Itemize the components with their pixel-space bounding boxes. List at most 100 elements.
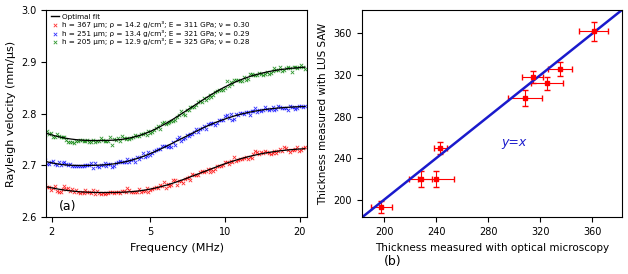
h = 367 μm; ρ = 14.2 g/cm³; E = 311 GPa; ν = 0.30 bbox=[166, 183, 176, 187]
h = 205 μm; ρ = 12.9 g/cm³; E = 325 GPa; ν = 0.28 bbox=[54, 134, 64, 138]
h = 367 μm; ρ = 14.2 g/cm³; E = 311 GPa; ν = 0.30 bbox=[180, 177, 190, 181]
h = 205 μm; ρ = 12.9 g/cm³; E = 325 GPa; ν = 0.28 bbox=[157, 121, 167, 126]
h = 367 μm; ρ = 14.2 g/cm³; E = 311 GPa; ν = 0.30 bbox=[21, 179, 31, 184]
h = 251 μm; ρ = 13.4 g/cm³; E = 321 GPa; ν = 0.29 bbox=[90, 161, 100, 165]
h = 251 μm; ρ = 13.4 g/cm³; E = 321 GPa; ν = 0.29 bbox=[19, 152, 30, 156]
h = 367 μm; ρ = 14.2 g/cm³; E = 311 GPa; ν = 0.30 bbox=[254, 152, 264, 156]
h = 205 μm; ρ = 12.9 g/cm³; E = 325 GPa; ν = 0.28 bbox=[35, 130, 45, 134]
h = 205 μm; ρ = 12.9 g/cm³; E = 325 GPa; ν = 0.28 bbox=[62, 138, 72, 142]
h = 205 μm; ρ = 12.9 g/cm³; E = 325 GPa; ν = 0.28 bbox=[50, 135, 60, 140]
h = 251 μm; ρ = 13.4 g/cm³; E = 321 GPa; ν = 0.29 bbox=[249, 109, 259, 113]
h = 251 μm; ρ = 13.4 g/cm³; E = 321 GPa; ν = 0.29 bbox=[224, 116, 234, 120]
h = 367 μm; ρ = 14.2 g/cm³; E = 311 GPa; ν = 0.30 bbox=[229, 155, 239, 159]
h = 251 μm; ρ = 13.4 g/cm³; E = 321 GPa; ν = 0.29 bbox=[16, 147, 26, 151]
h = 251 μm; ρ = 13.4 g/cm³; E = 321 GPa; ν = 0.29 bbox=[113, 160, 123, 164]
h = 367 μm; ρ = 14.2 g/cm³; E = 311 GPa; ν = 0.30 bbox=[124, 188, 134, 193]
h = 205 μm; ρ = 12.9 g/cm³; E = 325 GPa; ν = 0.28 bbox=[65, 139, 75, 144]
h = 251 μm; ρ = 13.4 g/cm³; E = 321 GPa; ν = 0.29 bbox=[193, 130, 203, 134]
h = 205 μm; ρ = 12.9 g/cm³; E = 325 GPa; ν = 0.28 bbox=[290, 65, 300, 69]
h = 251 μm; ρ = 13.4 g/cm³; E = 321 GPa; ν = 0.29 bbox=[170, 142, 180, 147]
h = 205 μm; ρ = 12.9 g/cm³; E = 325 GPa; ν = 0.28 bbox=[176, 109, 186, 113]
h = 205 μm; ρ = 12.9 g/cm³; E = 325 GPa; ν = 0.28 bbox=[122, 136, 133, 140]
h = 367 μm; ρ = 14.2 g/cm³; E = 311 GPa; ν = 0.30 bbox=[90, 192, 100, 196]
h = 367 μm; ρ = 14.2 g/cm³; E = 311 GPa; ν = 0.30 bbox=[126, 190, 136, 194]
h = 367 μm; ρ = 14.2 g/cm³; E = 311 GPa; ν = 0.30 bbox=[73, 190, 83, 194]
h = 205 μm; ρ = 12.9 g/cm³; E = 325 GPa; ν = 0.28 bbox=[275, 64, 285, 69]
h = 367 μm; ρ = 14.2 g/cm³; E = 311 GPa; ν = 0.30 bbox=[115, 191, 125, 195]
h = 205 μm; ρ = 12.9 g/cm³; E = 325 GPa; ν = 0.28 bbox=[298, 65, 308, 70]
Y-axis label: Rayleigh velocity (mm/μs): Rayleigh velocity (mm/μs) bbox=[6, 41, 16, 187]
h = 205 μm; ρ = 12.9 g/cm³; E = 325 GPa; ν = 0.28 bbox=[201, 98, 211, 102]
h = 367 μm; ρ = 14.2 g/cm³; E = 311 GPa; ν = 0.30 bbox=[275, 147, 285, 151]
h = 367 μm; ρ = 14.2 g/cm³; E = 311 GPa; ν = 0.30 bbox=[122, 186, 133, 190]
h = 367 μm; ρ = 14.2 g/cm³; E = 311 GPa; ν = 0.30 bbox=[31, 182, 41, 186]
h = 205 μm; ρ = 12.9 g/cm³; E = 325 GPa; ν = 0.28 bbox=[166, 119, 176, 123]
h = 367 μm; ρ = 14.2 g/cm³; E = 311 GPa; ν = 0.30 bbox=[46, 187, 56, 192]
h = 205 μm; ρ = 12.9 g/cm³; E = 325 GPa; ν = 0.28 bbox=[203, 95, 213, 100]
h = 251 μm; ρ = 13.4 g/cm³; E = 321 GPa; ν = 0.29 bbox=[225, 112, 236, 116]
h = 367 μm; ρ = 14.2 g/cm³; E = 311 GPa; ν = 0.30 bbox=[212, 164, 222, 168]
h = 205 μm; ρ = 12.9 g/cm³; E = 325 GPa; ν = 0.28 bbox=[225, 80, 236, 84]
h = 367 μm; ρ = 14.2 g/cm³; E = 311 GPa; ν = 0.30 bbox=[216, 164, 226, 168]
h = 205 μm; ρ = 12.9 g/cm³; E = 325 GPa; ν = 0.28 bbox=[113, 136, 123, 141]
h = 205 μm; ρ = 12.9 g/cm³; E = 325 GPa; ν = 0.28 bbox=[268, 68, 278, 73]
h = 367 μm; ρ = 14.2 g/cm³; E = 311 GPa; ν = 0.30 bbox=[187, 172, 197, 177]
h = 367 μm; ρ = 14.2 g/cm³; E = 311 GPa; ν = 0.30 bbox=[189, 173, 199, 177]
h = 367 μm; ρ = 14.2 g/cm³; E = 311 GPa; ν = 0.30 bbox=[207, 166, 217, 171]
h = 205 μm; ρ = 12.9 g/cm³; E = 325 GPa; ν = 0.28 bbox=[16, 120, 26, 124]
h = 367 μm; ρ = 14.2 g/cm³; E = 311 GPa; ν = 0.30 bbox=[19, 181, 30, 186]
h = 367 μm; ρ = 14.2 g/cm³; E = 311 GPa; ν = 0.30 bbox=[80, 188, 90, 192]
h = 367 μm; ρ = 14.2 g/cm³; E = 311 GPa; ν = 0.30 bbox=[42, 184, 52, 189]
h = 205 μm; ρ = 12.9 g/cm³; E = 325 GPa; ν = 0.28 bbox=[31, 129, 41, 133]
h = 251 μm; ρ = 13.4 g/cm³; E = 321 GPa; ν = 0.29 bbox=[126, 158, 136, 163]
h = 205 μm; ρ = 12.9 g/cm³; E = 325 GPa; ν = 0.28 bbox=[121, 137, 131, 141]
h = 251 μm; ρ = 13.4 g/cm³; E = 321 GPa; ν = 0.29 bbox=[130, 159, 140, 164]
h = 367 μm; ρ = 14.2 g/cm³; E = 311 GPa; ν = 0.30 bbox=[33, 183, 43, 187]
h = 205 μm; ρ = 12.9 g/cm³; E = 325 GPa; ν = 0.28 bbox=[258, 73, 268, 78]
h = 205 μm; ρ = 12.9 g/cm³; E = 325 GPa; ν = 0.28 bbox=[286, 70, 296, 75]
h = 367 μm; ρ = 14.2 g/cm³; E = 311 GPa; ν = 0.30 bbox=[38, 185, 48, 190]
h = 205 μm; ρ = 12.9 g/cm³; E = 325 GPa; ν = 0.28 bbox=[197, 100, 207, 104]
h = 205 μm; ρ = 12.9 g/cm³; E = 325 GPa; ν = 0.28 bbox=[97, 138, 107, 142]
h = 205 μm; ρ = 12.9 g/cm³; E = 325 GPa; ν = 0.28 bbox=[212, 89, 222, 93]
h = 205 μm; ρ = 12.9 g/cm³; E = 325 GPa; ν = 0.28 bbox=[296, 63, 306, 67]
h = 205 μm; ρ = 12.9 g/cm³; E = 325 GPa; ν = 0.28 bbox=[163, 121, 173, 125]
h = 251 μm; ρ = 13.4 g/cm³; E = 321 GPa; ν = 0.29 bbox=[95, 163, 106, 168]
h = 205 μm; ρ = 12.9 g/cm³; E = 325 GPa; ν = 0.28 bbox=[128, 135, 138, 140]
h = 251 μm; ρ = 13.4 g/cm³; E = 321 GPa; ν = 0.29 bbox=[244, 112, 254, 117]
h = 205 μm; ρ = 12.9 g/cm³; E = 325 GPa; ν = 0.28 bbox=[159, 120, 169, 124]
h = 205 μm; ρ = 12.9 g/cm³; E = 325 GPa; ν = 0.28 bbox=[170, 118, 180, 123]
h = 205 μm; ρ = 12.9 g/cm³; E = 325 GPa; ν = 0.28 bbox=[218, 87, 228, 92]
h = 251 μm; ρ = 13.4 g/cm³; E = 321 GPa; ν = 0.29 bbox=[159, 144, 169, 148]
h = 367 μm; ρ = 14.2 g/cm³; E = 311 GPa; ν = 0.30 bbox=[132, 190, 142, 194]
h = 367 μm; ρ = 14.2 g/cm³; E = 311 GPa; ν = 0.30 bbox=[277, 148, 287, 153]
h = 205 μm; ρ = 12.9 g/cm³; E = 325 GPa; ν = 0.28 bbox=[63, 140, 73, 144]
h = 367 μm; ρ = 14.2 g/cm³; E = 311 GPa; ν = 0.30 bbox=[181, 176, 192, 180]
h = 251 μm; ρ = 13.4 g/cm³; E = 321 GPa; ν = 0.29 bbox=[107, 164, 117, 169]
h = 205 μm; ρ = 12.9 g/cm³; E = 325 GPa; ν = 0.28 bbox=[151, 126, 161, 130]
h = 367 μm; ρ = 14.2 g/cm³; E = 311 GPa; ν = 0.30 bbox=[268, 151, 278, 155]
h = 251 μm; ρ = 13.4 g/cm³; E = 321 GPa; ν = 0.29 bbox=[271, 106, 281, 111]
h = 367 μm; ρ = 14.2 g/cm³; E = 311 GPa; ν = 0.30 bbox=[247, 156, 257, 160]
h = 367 μm; ρ = 14.2 g/cm³; E = 311 GPa; ν = 0.30 bbox=[170, 178, 180, 182]
h = 251 μm; ρ = 13.4 g/cm³; E = 321 GPa; ν = 0.29 bbox=[134, 157, 144, 161]
h = 251 μm; ρ = 13.4 g/cm³; E = 321 GPa; ν = 0.29 bbox=[262, 107, 272, 111]
h = 205 μm; ρ = 12.9 g/cm³; E = 325 GPa; ν = 0.28 bbox=[251, 73, 261, 78]
X-axis label: Frequency (MHz): Frequency (MHz) bbox=[129, 243, 224, 253]
h = 205 μm; ρ = 12.9 g/cm³; E = 325 GPa; ν = 0.28 bbox=[271, 68, 281, 72]
h = 367 μm; ρ = 14.2 g/cm³; E = 311 GPa; ν = 0.30 bbox=[56, 190, 66, 195]
h = 367 μm; ρ = 14.2 g/cm³; E = 311 GPa; ν = 0.30 bbox=[298, 146, 308, 150]
h = 367 μm; ρ = 14.2 g/cm³; E = 311 GPa; ν = 0.30 bbox=[48, 186, 58, 190]
h = 205 μm; ρ = 12.9 g/cm³; E = 325 GPa; ν = 0.28 bbox=[60, 135, 70, 139]
h = 367 μm; ρ = 14.2 g/cm³; E = 311 GPa; ν = 0.30 bbox=[176, 178, 186, 183]
h = 367 μm; ρ = 14.2 g/cm³; E = 311 GPa; ν = 0.30 bbox=[35, 182, 45, 187]
h = 367 μm; ρ = 14.2 g/cm³; E = 311 GPa; ν = 0.30 bbox=[29, 181, 39, 186]
h = 205 μm; ρ = 12.9 g/cm³; E = 325 GPa; ν = 0.28 bbox=[92, 139, 102, 144]
h = 251 μm; ρ = 13.4 g/cm³; E = 321 GPa; ν = 0.29 bbox=[283, 107, 293, 112]
h = 205 μm; ρ = 12.9 g/cm³; E = 325 GPa; ν = 0.28 bbox=[42, 129, 52, 134]
h = 205 μm; ρ = 12.9 g/cm³; E = 325 GPa; ν = 0.28 bbox=[84, 140, 94, 144]
h = 205 μm; ρ = 12.9 g/cm³; E = 325 GPa; ν = 0.28 bbox=[222, 79, 232, 84]
h = 367 μm; ρ = 14.2 g/cm³; E = 311 GPa; ν = 0.30 bbox=[102, 191, 112, 195]
h = 251 μm; ρ = 13.4 g/cm³; E = 321 GPa; ν = 0.29 bbox=[165, 144, 175, 148]
h = 205 μm; ρ = 12.9 g/cm³; E = 325 GPa; ν = 0.28 bbox=[48, 135, 58, 139]
